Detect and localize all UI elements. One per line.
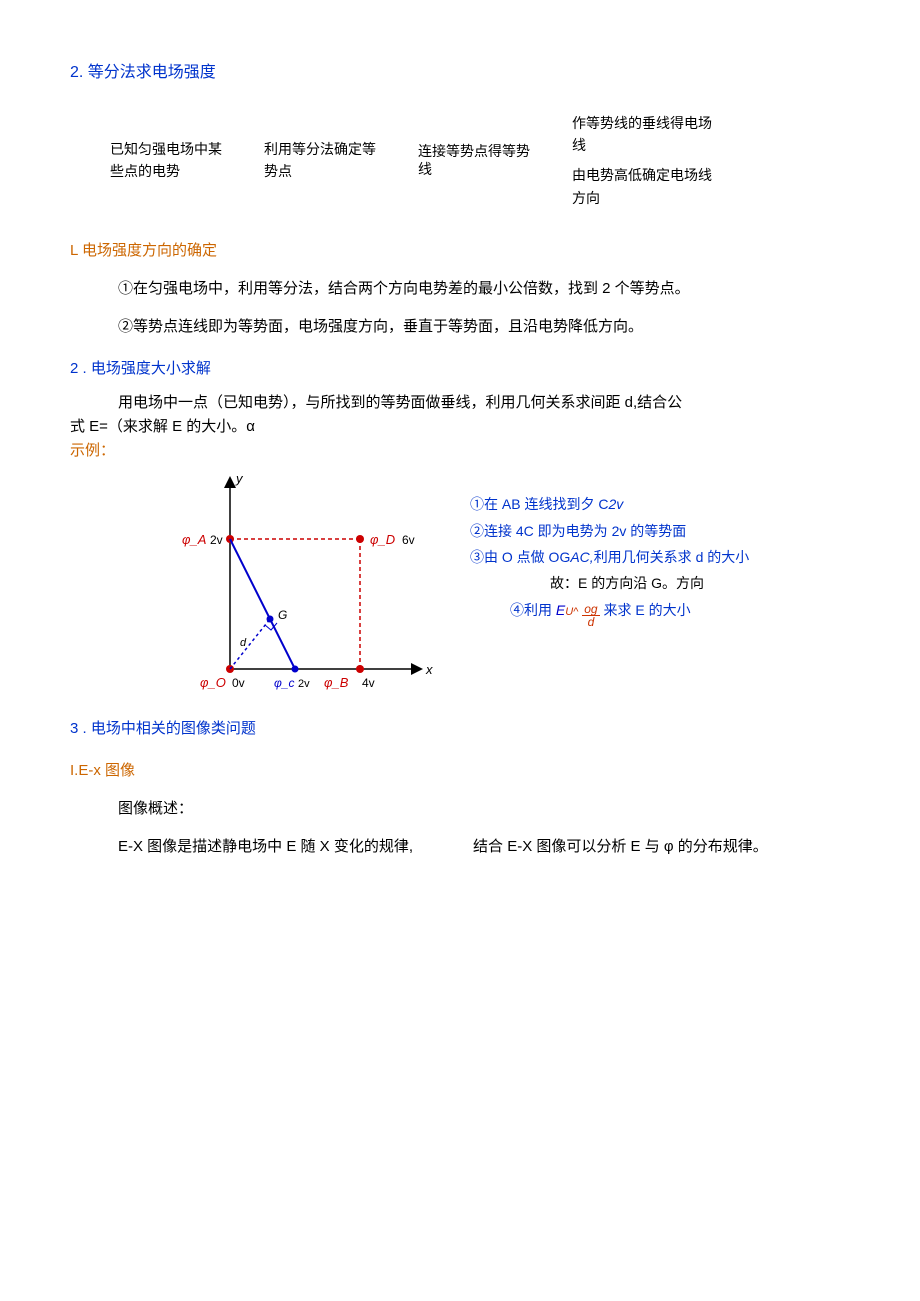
coordinate-figure: x y φ_A 2v φ_D 6v φ_O 0v φ_c 2v φ_B 4v G… bbox=[170, 469, 440, 699]
svg-text:0v: 0v bbox=[232, 676, 245, 690]
overview-text: E-X 图像是描述静电场中 E 随 X 变化的规律, 结合 E-X 图像可以分析… bbox=[118, 835, 850, 859]
subsection-2-heading: 2 . 电场强度大小求解 bbox=[70, 357, 850, 381]
overview-right: 结合 E-X 图像可以分析 E 与 φ 的分布规律。 bbox=[473, 835, 768, 859]
paragraph-L-1: ①在匀强电场中，利用等分法，结合两个方向电势差的最小公倍数，找到 2 个等势点。 bbox=[118, 277, 850, 301]
paragraph-2-2: 式 E=（来求解 E 的大小。α bbox=[70, 415, 850, 439]
svg-text:φ_O: φ_O bbox=[200, 675, 226, 690]
svg-text:x: x bbox=[425, 662, 433, 677]
svg-text:y: y bbox=[235, 471, 244, 486]
note-3: ③由 O 点做 OGAC,利用几何关系求 d 的大小 bbox=[470, 546, 749, 568]
svg-text:φ_B: φ_B bbox=[324, 675, 349, 690]
svg-text:G: G bbox=[278, 608, 287, 622]
subsection-3-heading: 3 . 电场中相关的图像类问题 bbox=[70, 717, 850, 741]
subsection-L-heading: L 电场强度方向的确定 bbox=[70, 239, 850, 263]
figure-row: x y φ_A 2v φ_D 6v φ_O 0v φ_c 2v φ_B 4v G… bbox=[170, 469, 850, 699]
svg-text:φ_c: φ_c bbox=[274, 676, 295, 690]
flow-box-4b: 由电势高低确定电场线方向 bbox=[572, 164, 722, 209]
flow-box-1: 已知匀强电场中某些点的电势 bbox=[110, 138, 230, 183]
flow-box-4a: 作等势线的垂线得电场线 bbox=[572, 112, 722, 157]
flow-box-4: 作等势线的垂线得电场线 由电势高低确定电场线方向 bbox=[572, 112, 722, 210]
svg-text:2v: 2v bbox=[298, 678, 310, 690]
paragraph-2-1: 用电场中一点（已知电势），与所找到的等势面做垂线，利用几何关系求间距 d,结合公 bbox=[118, 391, 850, 415]
svg-text:4v: 4v bbox=[362, 676, 375, 690]
svg-text:6v: 6v bbox=[402, 533, 415, 547]
overview-label: 图像概述： bbox=[118, 797, 850, 821]
flow-diagram: 已知匀强电场中某些点的电势 利用等分法确定等势点 连接等势点得等势线 作等势线的… bbox=[110, 112, 810, 210]
fraction-icon: og d bbox=[582, 603, 599, 628]
note-4: ④利用 EU^ og d 来求 E 的大小 bbox=[510, 599, 749, 624]
note-1: ①在 AB 连线找到夕 C2v bbox=[470, 493, 749, 515]
svg-text:2v: 2v bbox=[210, 533, 223, 547]
svg-text:φ_D: φ_D bbox=[370, 532, 395, 547]
note-3-sub: 故：E 的方向沿 G。方向 bbox=[550, 572, 749, 594]
svg-text:d: d bbox=[240, 637, 247, 649]
subsection-I-heading: I.E-x 图像 bbox=[70, 759, 850, 783]
overview-left: E-X 图像是描述静电场中 E 随 X 变化的规律, bbox=[118, 835, 413, 859]
section-heading-2: 2. 等分法求电场强度 bbox=[70, 60, 850, 86]
paragraph-L-2: ②等势点连线即为等势面，电场强度方向，垂直于等势面，且沿电势降低方向。 bbox=[118, 315, 850, 339]
figure-notes: ①在 AB 连线找到夕 C2v ②连接 4C 即为电势为 2v 的等势面 ③由 … bbox=[470, 493, 749, 628]
svg-text:φ_A: φ_A bbox=[182, 532, 206, 547]
flow-box-3: 连接等势点得等势线 bbox=[418, 142, 538, 178]
example-label: 示例： bbox=[70, 439, 850, 463]
note-2: ②连接 4C 即为电势为 2v 的等势面 bbox=[470, 520, 749, 542]
flow-box-2: 利用等分法确定等势点 bbox=[264, 138, 384, 183]
